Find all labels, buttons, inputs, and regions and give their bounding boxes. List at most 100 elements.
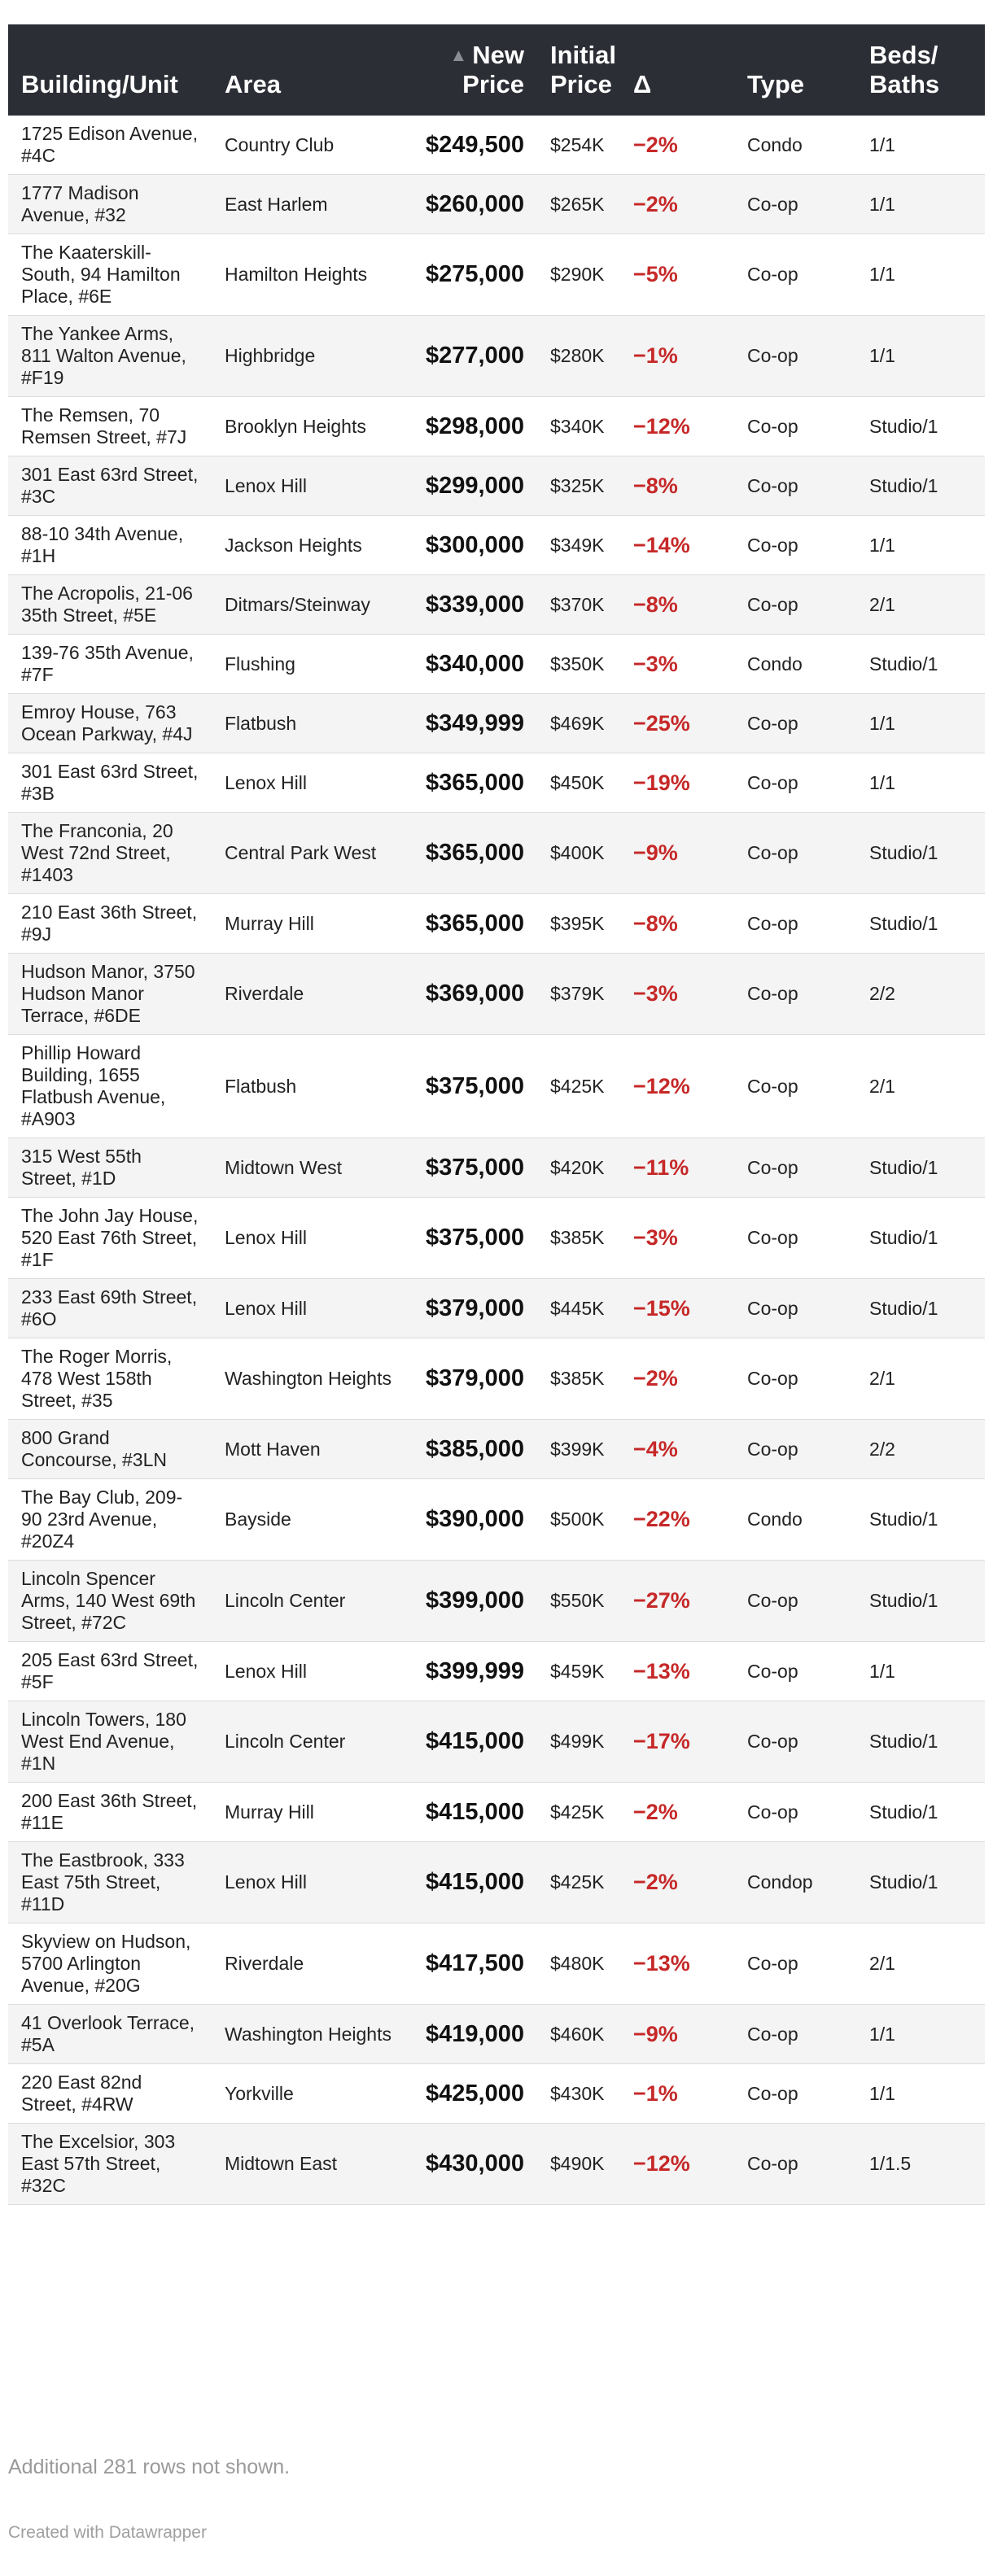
column-header-initial-price[interactable]: Initial Price bbox=[537, 24, 620, 116]
cell-beds-baths: Studio/1 bbox=[856, 812, 985, 894]
cell-delta: −17% bbox=[620, 1701, 734, 1783]
cell-building: 1777 Madison Avenue, #32 bbox=[8, 174, 212, 234]
cell-initial-price: $490K bbox=[537, 2123, 620, 2205]
cell-area: Riverdale bbox=[212, 1923, 407, 2005]
cell-beds-baths: Studio/1 bbox=[856, 1197, 985, 1279]
cell-type: Co-op bbox=[734, 315, 856, 397]
column-header-label: Price bbox=[550, 70, 612, 98]
cell-new-price: $249,500 bbox=[407, 116, 537, 175]
cell-type: Co-op bbox=[734, 396, 856, 456]
cell-building: The Remsen, 70 Remsen Street, #7J bbox=[8, 396, 212, 456]
cell-beds-baths: Studio/1 bbox=[856, 1478, 985, 1561]
cell-building: Emroy House, 763 Ocean Parkway, #4J bbox=[8, 693, 212, 753]
table-row: 88-10 34th Avenue, #1H Jackson Heights $30… bbox=[8, 515, 985, 575]
cell-delta: −1% bbox=[620, 2063, 734, 2124]
cell-delta: −22% bbox=[620, 1478, 734, 1561]
cell-area: Country Club bbox=[212, 116, 407, 175]
cell-area: Flatbush bbox=[212, 1034, 407, 1138]
cell-type: Condo bbox=[734, 1478, 856, 1561]
table-row: 1777 Madison Avenue, #32 East Harlem $260,… bbox=[8, 174, 985, 234]
column-header-beds-baths[interactable]: Beds/ Baths bbox=[856, 24, 985, 116]
cell-new-price: $275,000 bbox=[407, 234, 537, 316]
cell-initial-price: $469K bbox=[537, 693, 620, 753]
cell-initial-price: $459K bbox=[537, 1641, 620, 1701]
cell-delta: −13% bbox=[620, 1641, 734, 1701]
column-header-area[interactable]: Area bbox=[212, 24, 407, 116]
cell-delta: −12% bbox=[620, 2123, 734, 2205]
cell-area: Murray Hill bbox=[212, 1782, 407, 1842]
cell-new-price: $399,999 bbox=[407, 1641, 537, 1701]
cell-type: Co-op bbox=[734, 1923, 856, 2005]
cell-new-price: $375,000 bbox=[407, 1034, 537, 1138]
cell-type: Co-op bbox=[734, 456, 856, 516]
column-header-label: Area bbox=[225, 70, 281, 98]
table-header: Building/Unit Area ▲ New Price Initial Pr… bbox=[8, 24, 985, 116]
cell-beds-baths: 2/1 bbox=[856, 1923, 985, 2005]
cell-initial-price: $370K bbox=[537, 574, 620, 635]
cell-type: Co-op bbox=[734, 1782, 856, 1842]
cell-area: Jackson Heights bbox=[212, 515, 407, 575]
table-row: 220 East 82nd Street, #4RW Yorkville $425,… bbox=[8, 2063, 985, 2124]
table-row: 233 East 69th Street, #6O Lenox Hill $379,… bbox=[8, 1278, 985, 1338]
cell-area: Midtown East bbox=[212, 2123, 407, 2205]
table-row: Skyview on Hudson, 5700 Arlington Avenue… bbox=[8, 1923, 985, 2005]
table-row: The John Jay House, 520 East 76th Street… bbox=[8, 1197, 985, 1279]
cell-initial-price: $425K bbox=[537, 1782, 620, 1842]
cell-area: Washington Heights bbox=[212, 2004, 407, 2064]
cell-area: Lenox Hill bbox=[212, 456, 407, 516]
cell-beds-baths: Studio/1 bbox=[856, 1782, 985, 1842]
column-header-type[interactable]: Type bbox=[734, 24, 856, 116]
cell-delta: −9% bbox=[620, 2004, 734, 2064]
column-header-building[interactable]: Building/Unit bbox=[8, 24, 212, 116]
cell-building: 301 East 63rd Street, #3B bbox=[8, 753, 212, 813]
cell-type: Co-op bbox=[734, 1560, 856, 1642]
cell-new-price: $365,000 bbox=[407, 893, 537, 954]
column-header-delta[interactable]: Δ bbox=[620, 24, 734, 116]
cell-area: Flushing bbox=[212, 634, 407, 694]
cell-initial-price: $350K bbox=[537, 634, 620, 694]
datawrapper-credit: Created with Datawrapper bbox=[8, 2523, 207, 2542]
listings-table: Building/Unit Area ▲ New Price Initial Pr… bbox=[8, 24, 985, 2205]
cell-type: Co-op bbox=[734, 2123, 856, 2205]
cell-initial-price: $425K bbox=[537, 1841, 620, 1923]
cell-delta: −5% bbox=[620, 234, 734, 316]
cell-building: 233 East 69th Street, #6O bbox=[8, 1278, 212, 1338]
cell-initial-price: $450K bbox=[537, 753, 620, 813]
cell-delta: −1% bbox=[620, 315, 734, 397]
cell-area: Lenox Hill bbox=[212, 753, 407, 813]
cell-building: The John Jay House, 520 East 76th Street… bbox=[8, 1197, 212, 1279]
cell-area: East Harlem bbox=[212, 174, 407, 234]
cell-type: Co-op bbox=[734, 1338, 856, 1420]
cell-initial-price: $430K bbox=[537, 2063, 620, 2124]
cell-area: Lincoln Center bbox=[212, 1560, 407, 1642]
cell-beds-baths: 1/1 bbox=[856, 515, 985, 575]
cell-delta: −3% bbox=[620, 953, 734, 1035]
cell-initial-price: $399K bbox=[537, 1419, 620, 1479]
cell-new-price: $379,000 bbox=[407, 1278, 537, 1338]
cell-beds-baths: Studio/1 bbox=[856, 1137, 985, 1198]
cell-building: Lincoln Towers, 180 West End Avenue, #1N bbox=[8, 1701, 212, 1783]
table-row: Emroy House, 763 Ocean Parkway, #4J Flatb… bbox=[8, 693, 985, 753]
cell-initial-price: $385K bbox=[537, 1338, 620, 1420]
cell-new-price: $375,000 bbox=[407, 1137, 537, 1198]
table-row: 315 West 55th Street, #1D Midtown West $37… bbox=[8, 1137, 985, 1198]
cell-area: Lenox Hill bbox=[212, 1197, 407, 1279]
column-header-label: Price bbox=[462, 70, 524, 98]
cell-initial-price: $395K bbox=[537, 893, 620, 954]
table-row: The Bay Club, 209-90 23rd Avenue, #20Z4 B… bbox=[8, 1478, 985, 1561]
cell-delta: −2% bbox=[620, 174, 734, 234]
cell-beds-baths: Studio/1 bbox=[856, 456, 985, 516]
column-header-new-price[interactable]: ▲ New Price bbox=[407, 24, 537, 116]
column-header-label: Initial bbox=[550, 41, 616, 69]
cell-area: Bayside bbox=[212, 1478, 407, 1561]
column-header-label: Beds/ bbox=[869, 41, 938, 69]
cell-area: Lenox Hill bbox=[212, 1278, 407, 1338]
cell-initial-price: $460K bbox=[537, 2004, 620, 2064]
table-row: The Kaaterskill-South, 94 Hamilton Place… bbox=[8, 234, 985, 316]
cell-new-price: $365,000 bbox=[407, 812, 537, 894]
cell-new-price: $369,000 bbox=[407, 953, 537, 1035]
cell-area: Lenox Hill bbox=[212, 1641, 407, 1701]
cell-type: Co-op bbox=[734, 234, 856, 316]
cell-new-price: $415,000 bbox=[407, 1782, 537, 1842]
cell-area: Hamilton Heights bbox=[212, 234, 407, 316]
